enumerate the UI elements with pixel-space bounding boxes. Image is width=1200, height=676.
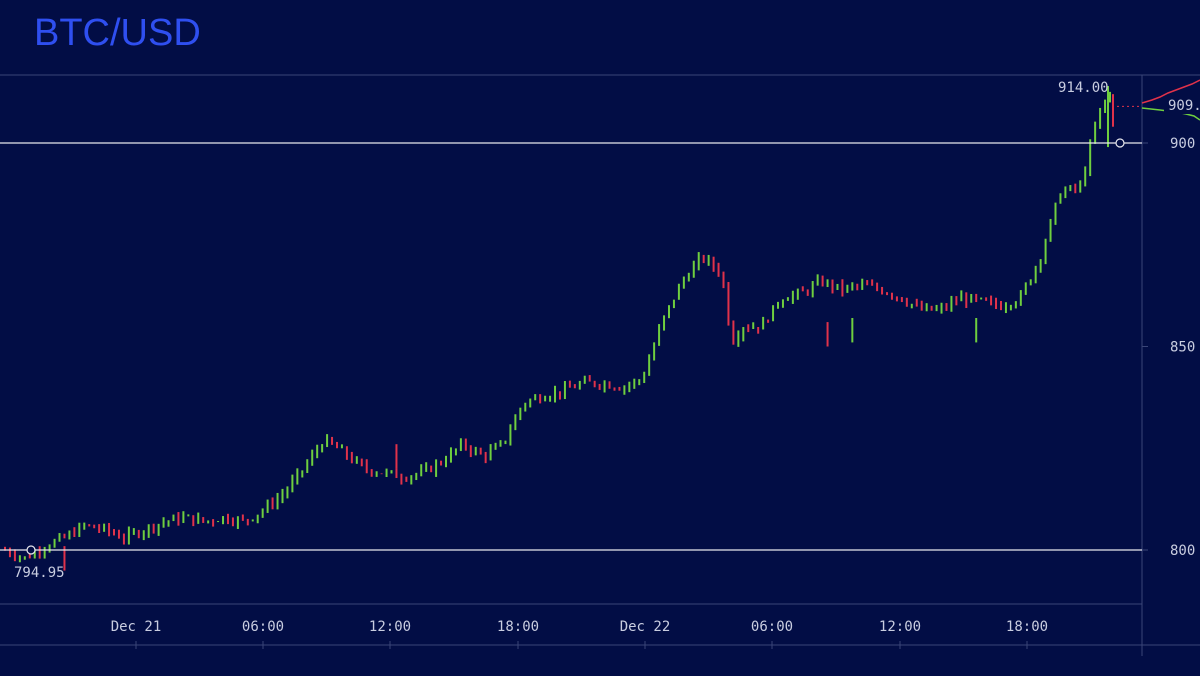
current-price-label: 909. xyxy=(1168,98,1200,114)
x-tick-label: Dec 21 xyxy=(111,619,162,635)
current-price-box xyxy=(1164,96,1200,114)
line-handle[interactable] xyxy=(26,545,36,555)
x-tick-label: 06:00 xyxy=(751,619,793,635)
low-price-label: 794.95 xyxy=(14,565,65,581)
y-ticks-group: 900 850 800 xyxy=(1142,136,1195,559)
candles-group xyxy=(4,86,1114,571)
line-handle[interactable] xyxy=(1115,138,1125,148)
x-tick-label: 12:00 xyxy=(369,619,411,635)
x-tick-label: 18:00 xyxy=(1006,619,1048,635)
x-tick-label: 12:00 xyxy=(879,619,921,635)
high-price-label: 914.00 xyxy=(1058,80,1109,96)
y-tick-label: 800 xyxy=(1170,543,1195,559)
chart-title: BTC/USD xyxy=(34,12,201,54)
annotations-group: 914.00 794.95 909. xyxy=(14,79,1200,581)
x-ticks-group: Dec 21 06:00 12:00 18:00 Dec 22 06:00 12:00 18:… xyxy=(111,619,1048,649)
y-tick-label: 900 xyxy=(1170,136,1195,152)
x-tick-label: Dec 22 xyxy=(620,619,671,635)
x-tick-label: 06:00 xyxy=(242,619,284,635)
horizontal-lines-group xyxy=(0,138,1142,555)
ask-depth-line xyxy=(1141,79,1200,104)
y-tick-label: 850 xyxy=(1170,340,1195,356)
x-tick-label: 18:00 xyxy=(497,619,539,635)
